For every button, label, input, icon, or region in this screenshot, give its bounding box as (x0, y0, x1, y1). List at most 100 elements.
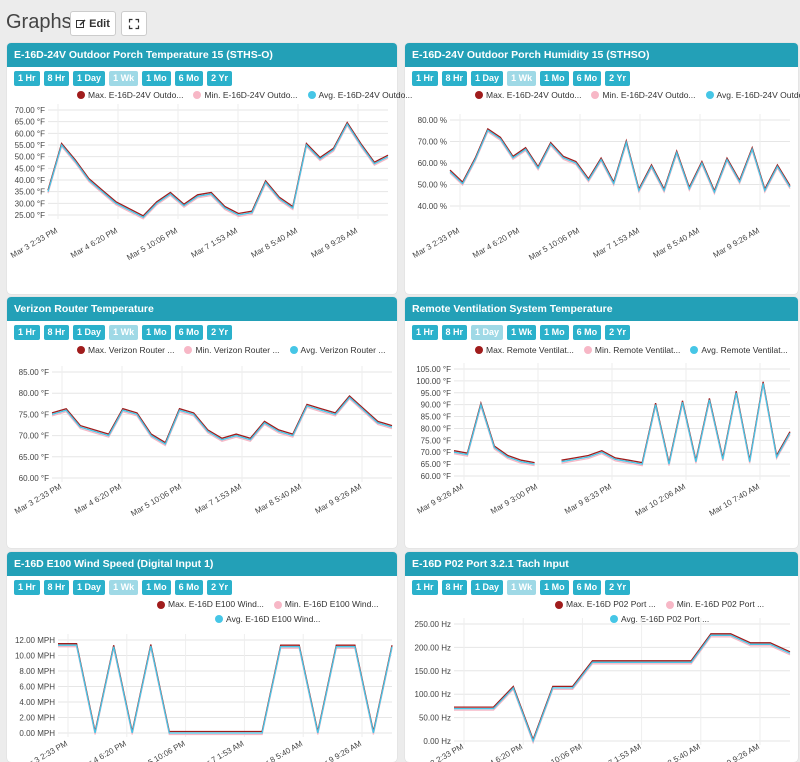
legend-dot-icon (184, 346, 193, 354)
series-avg-line (449, 129, 791, 194)
range-button[interactable]: 1 Wk (109, 580, 139, 595)
y-tick-label: 95.00 °F (421, 389, 451, 398)
legend-item[interactable]: Max. Verizon Router ... (77, 345, 174, 355)
range-button[interactable]: 6 Mo (174, 325, 204, 340)
range-button[interactable]: 6 Mo (572, 71, 602, 86)
y-tick-label: 80.00 % (418, 116, 447, 125)
range-button[interactable]: 8 Hr (43, 71, 70, 86)
legend-item[interactable]: Max. E-16D-24V Outdo... (475, 90, 581, 100)
y-tick-label: 12.00 MPH (15, 636, 55, 645)
range-button[interactable]: 2 Yr (207, 71, 232, 86)
y-tick-label: 70.00 % (418, 138, 447, 147)
range-button[interactable]: 2 Yr (605, 325, 630, 340)
range-button[interactable]: 1 Mo (540, 580, 569, 595)
y-tick-label: 100.00 °F (416, 377, 451, 386)
range-button[interactable]: 1 Day (471, 580, 504, 595)
range-button[interactable]: 1 Mo (540, 325, 569, 340)
range-button[interactable]: 1 Day (73, 71, 106, 86)
legend-item[interactable]: Avg. E-16D-24V Outdo... (307, 90, 412, 100)
range-button[interactable]: 6 Mo (174, 71, 204, 86)
range-button[interactable]: 8 Hr (441, 325, 468, 340)
legend-item[interactable]: Max. E-16D E100 Wind... (157, 598, 264, 611)
range-button[interactable]: 2 Yr (207, 580, 232, 595)
panel-title: Verizon Router Temperature (7, 297, 397, 321)
range-button[interactable]: 1 Mo (142, 71, 171, 86)
range-button[interactable]: 1 Mo (540, 71, 569, 86)
range-button[interactable]: 1 Wk (507, 325, 537, 340)
y-tick-label: 60.00 % (418, 159, 447, 168)
y-tick-label: 0.00 Hz (423, 737, 451, 746)
legend-label: Min. Verizon Router ... (195, 345, 280, 355)
legend-item[interactable]: Avg. E-16D-24V Outdo... (705, 90, 800, 100)
range-button[interactable]: 8 Hr (441, 71, 468, 86)
range-button[interactable]: 1 Mo (142, 580, 171, 595)
y-tick-label: 60.00 °F (15, 129, 45, 138)
chart-legend: Max. E-16D E100 Wind... Min. E-16D E100 W… (147, 598, 378, 627)
y-tick-label: 65.00 °F (19, 453, 49, 462)
range-selector: 1 Hr 8 Hr 1 Day 1 Wk 1 Mo 6 Mo 2 Yr (14, 71, 232, 86)
legend-item[interactable]: Min. Verizon Router ... (184, 345, 280, 355)
legend-dot-icon (307, 91, 316, 99)
range-button[interactable]: 1 Day (73, 580, 106, 595)
range-button[interactable]: 6 Mo (572, 325, 602, 340)
legend-label: Max. Remote Ventilat... (486, 345, 574, 355)
legend-dot-icon (77, 91, 85, 99)
range-button[interactable]: 8 Hr (441, 580, 468, 595)
legend-label: Max. E-16D-24V Outdo... (486, 90, 582, 100)
legend-item[interactable]: Min. E-16D P02 Port ... (665, 598, 765, 611)
range-button[interactable]: 1 Hr (14, 325, 40, 340)
legend-item[interactable]: Max. E-16D-24V Outdo... (77, 90, 183, 100)
legend-dot-icon (690, 346, 699, 354)
range-button[interactable]: 1 Hr (412, 71, 438, 86)
range-button[interactable]: 1 Wk (109, 71, 139, 86)
legend-item[interactable]: Min. E-16D E100 Wind... (273, 598, 378, 611)
legend-item[interactable]: Max. Remote Ventilat... (475, 345, 574, 355)
y-tick-label: 250.00 Hz (415, 620, 451, 629)
series-avg-line (58, 644, 393, 734)
series-max-line (47, 121, 389, 217)
range-button[interactable]: 1 Day (73, 325, 106, 340)
legend-label: Min. E-16D-24V Outdo... (602, 90, 696, 100)
range-button[interactable]: 1 Day (471, 325, 504, 340)
range-button[interactable]: 2 Yr (207, 325, 232, 340)
legend-item[interactable]: Avg. Remote Ventilat... (690, 345, 788, 355)
graph-panel: Remote Ventilation System Temperature 1 H… (405, 297, 798, 548)
range-button[interactable]: 1 Hr (412, 580, 438, 595)
fullscreen-button[interactable] (121, 11, 147, 36)
chart-legend: Max. Remote Ventilat... Min. Remote Venti… (465, 345, 788, 356)
range-button[interactable]: 6 Mo (572, 580, 602, 595)
range-button[interactable]: 1 Wk (109, 325, 139, 340)
range-selector: 1 Hr 8 Hr 1 Day 1 Wk 1 Mo 6 Mo 2 Yr (14, 325, 232, 340)
range-button[interactable]: 2 Yr (605, 71, 630, 86)
range-button[interactable]: 1 Hr (14, 580, 40, 595)
legend-item[interactable]: Avg. E-16D E100 Wind... (215, 613, 320, 626)
range-button[interactable]: 6 Mo (174, 580, 204, 595)
range-button[interactable]: 1 Day (471, 71, 504, 86)
range-button[interactable]: 1 Wk (507, 71, 537, 86)
legend-item[interactable]: Avg. E-16D P02 Port ... (609, 613, 709, 626)
range-button[interactable]: 1 Hr (14, 71, 40, 86)
edit-button[interactable]: Edit (70, 11, 116, 36)
range-button[interactable]: 1 Hr (412, 325, 438, 340)
range-button[interactable]: 2 Yr (605, 580, 630, 595)
range-button[interactable]: 1 Mo (142, 325, 171, 340)
legend-item[interactable]: Min. Remote Ventilat... (583, 345, 680, 355)
legend-item[interactable]: Min. E-16D-24V Outdo... (591, 90, 696, 100)
range-button[interactable]: 8 Hr (43, 580, 70, 595)
legend-label: Min. E-16D P02 Port ... (676, 599, 765, 609)
y-tick-label: 85.00 °F (421, 413, 451, 422)
range-button[interactable]: 8 Hr (43, 325, 70, 340)
legend-item[interactable]: Max. E-16D P02 Port ... (555, 598, 656, 611)
legend-item[interactable]: Avg. Verizon Router ... (289, 345, 385, 355)
legend-label: Max. E-16D E100 Wind... (168, 599, 264, 609)
page-title: Graphs (6, 11, 72, 33)
legend-item[interactable]: Min. E-16D-24V Outdo... (193, 90, 298, 100)
range-selector: 1 Hr 8 Hr 1 Day 1 Wk 1 Mo 6 Mo 2 Yr (412, 71, 630, 86)
range-button[interactable]: 1 Wk (507, 580, 537, 595)
y-tick-label: 40.00 °F (15, 176, 45, 185)
